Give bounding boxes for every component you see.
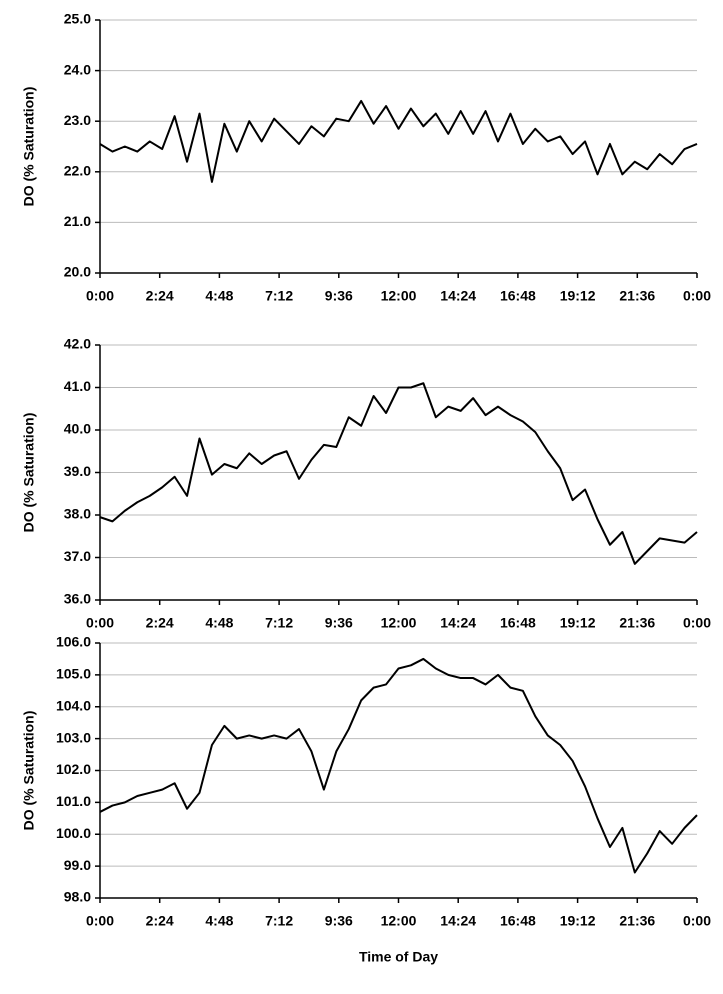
- x-tick-label: 12:00: [381, 288, 417, 304]
- y-tick-label: 20.0: [64, 264, 91, 280]
- y-tick-label: 39.0: [64, 463, 91, 479]
- x-tick-label: 2:24: [146, 288, 174, 304]
- x-tick-label: 16:48: [500, 615, 536, 631]
- y-tick-label: 103.0: [56, 729, 91, 745]
- x-tick-label: 4:48: [205, 615, 233, 631]
- x-tick-label: 7:12: [265, 913, 293, 929]
- y-tick-label: 101.0: [56, 793, 91, 809]
- y-tick-label: 22.0: [64, 163, 91, 179]
- chart-panel: 98.0 99.0 100.0 101.0 102.0 103.0 104.0 105.0 10…: [21, 634, 712, 965]
- x-tick-label: 16:48: [500, 913, 536, 929]
- x-tick-label: 9:36: [325, 288, 353, 304]
- y-tick-label: 40.0: [64, 421, 91, 437]
- y-tick-label: 24.0: [64, 61, 91, 77]
- x-tick-label: 0:00: [683, 288, 711, 304]
- y-tick-label: 23.0: [64, 112, 91, 128]
- chart-panel: 20.0 21.0 22.0 23.0 24.0 25.0 0:00 2:24 4:48 7:12…: [21, 11, 712, 304]
- x-tick-label: 0:00: [683, 913, 711, 929]
- y-tick-label: 21.0: [64, 213, 91, 229]
- x-tick-label: 14:24: [440, 288, 476, 304]
- y-tick-label: 41.0: [64, 378, 91, 394]
- x-tick-label: 4:48: [205, 913, 233, 929]
- chart-panel: 36.0 37.0 38.0 39.0 40.0 41.0 42.0 0:00 2:24 4:48…: [21, 336, 712, 631]
- y-tick-label: 42.0: [64, 336, 91, 352]
- x-tick-label: 14:24: [440, 615, 476, 631]
- x-tick-label: 21:36: [619, 288, 655, 304]
- x-tick-label: 14:24: [440, 913, 476, 929]
- y-tick-label: 99.0: [64, 857, 91, 873]
- y-tick-label: 25.0: [64, 11, 91, 27]
- y-axis-label: DO (% Saturation): [21, 711, 37, 831]
- data-line: [99, 382, 698, 565]
- x-tick-label: 9:36: [325, 615, 353, 631]
- x-tick-label: 19:12: [560, 913, 596, 929]
- data-line: [99, 657, 698, 874]
- x-tick-label: 0:00: [683, 615, 711, 631]
- x-tick-label: 21:36: [619, 615, 655, 631]
- y-tick-label: 100.0: [56, 825, 91, 841]
- y-tick-label: 36.0: [64, 591, 91, 607]
- x-axis-label: Time of Day: [359, 949, 438, 965]
- y-tick-label: 98.0: [64, 889, 91, 905]
- y-tick-label: 38.0: [64, 506, 91, 522]
- y-tick-label: 102.0: [56, 761, 91, 777]
- x-tick-label: 0:00: [86, 288, 114, 304]
- x-tick-label: 16:48: [500, 288, 536, 304]
- data-line: [99, 99, 698, 183]
- x-tick-label: 12:00: [381, 913, 417, 929]
- y-tick-label: 37.0: [64, 548, 91, 564]
- x-tick-label: 4:48: [205, 288, 233, 304]
- y-tick-label: 105.0: [56, 666, 91, 682]
- x-tick-label: 0:00: [86, 615, 114, 631]
- y-axis-label: DO (% Saturation): [21, 87, 37, 207]
- x-tick-label: 2:24: [146, 615, 174, 631]
- y-axis-label: DO (% Saturation): [21, 413, 37, 533]
- x-tick-label: 2:24: [146, 913, 174, 929]
- x-tick-label: 9:36: [325, 913, 353, 929]
- x-tick-label: 21:36: [619, 913, 655, 929]
- x-tick-label: 12:00: [381, 615, 417, 631]
- x-tick-label: 7:12: [265, 615, 293, 631]
- x-tick-label: 0:00: [86, 913, 114, 929]
- x-tick-label: 19:12: [560, 615, 596, 631]
- x-tick-label: 7:12: [265, 288, 293, 304]
- y-tick-label: 106.0: [56, 634, 91, 650]
- x-tick-label: 19:12: [560, 288, 596, 304]
- y-tick-label: 104.0: [56, 697, 91, 713]
